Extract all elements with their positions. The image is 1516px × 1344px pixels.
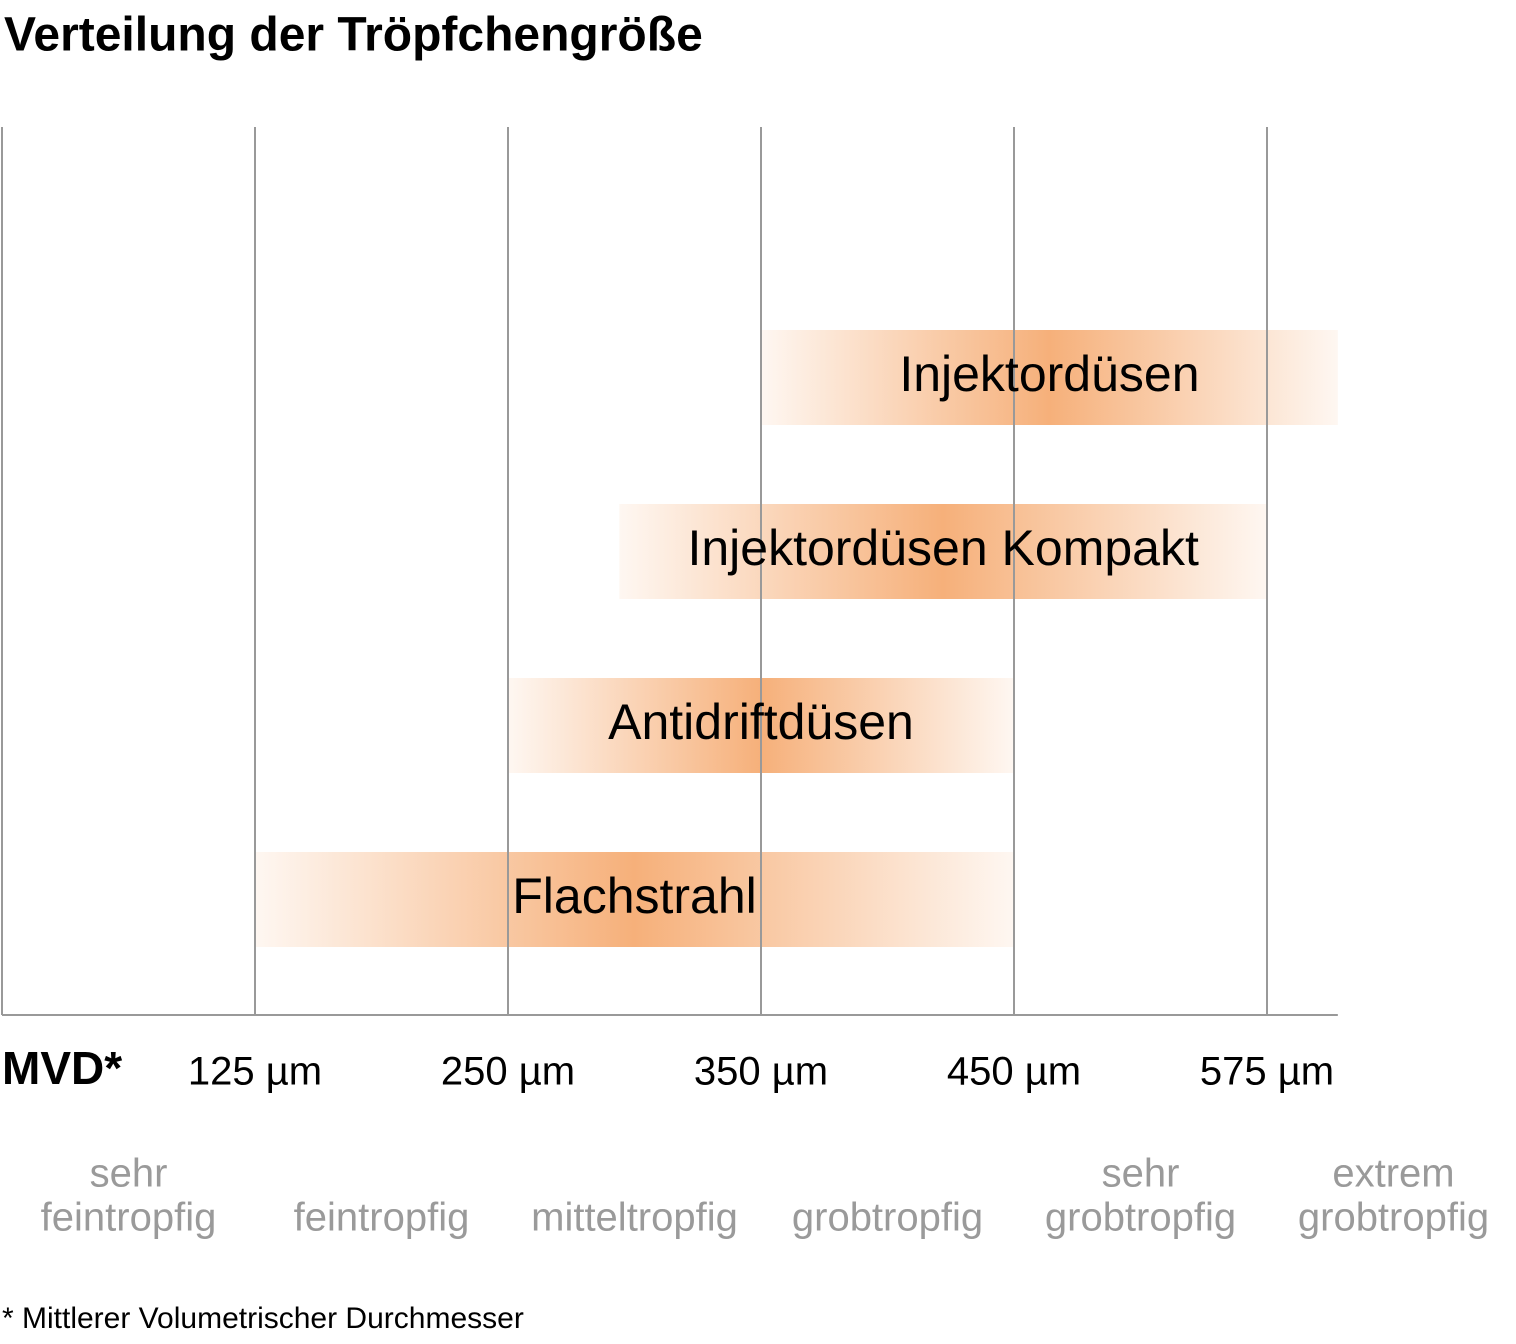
axis-label: MVD* bbox=[2, 1042, 122, 1094]
class-label: feintropfig bbox=[294, 1196, 470, 1240]
class-label: grobtropfig bbox=[1298, 1196, 1489, 1240]
x-tick-label: 575 µm bbox=[1200, 1050, 1334, 1094]
bar bbox=[255, 852, 1014, 947]
chart-title: Verteilung der Tröpfchengröße bbox=[4, 9, 703, 62]
x-tick-label: 125 µm bbox=[188, 1050, 322, 1094]
footnote: * Mittlerer Volumetrischer Durchmesser bbox=[2, 1302, 524, 1335]
bar bbox=[761, 330, 1338, 425]
bar-label: Injektordüsen bbox=[899, 346, 1199, 402]
x-tick-label: 250 µm bbox=[441, 1050, 575, 1094]
class-label: sehr bbox=[1102, 1152, 1180, 1196]
bar-label: Injektordüsen Kompakt bbox=[687, 520, 1199, 576]
x-tick-label: 450 µm bbox=[947, 1050, 1081, 1094]
class-label: mitteltropfig bbox=[531, 1196, 738, 1240]
class-label: grobtropfig bbox=[792, 1196, 983, 1240]
x-tick-label: 350 µm bbox=[694, 1050, 828, 1094]
class-label: grobtropfig bbox=[1045, 1196, 1236, 1240]
class-label: extrem bbox=[1332, 1152, 1454, 1196]
class-label: sehr bbox=[90, 1152, 168, 1196]
bar-label: Flachstrahl bbox=[512, 868, 757, 924]
class-label: feintropfig bbox=[41, 1196, 217, 1240]
bar-label: Antidriftdüsen bbox=[608, 694, 914, 750]
bar bbox=[619, 504, 1267, 599]
